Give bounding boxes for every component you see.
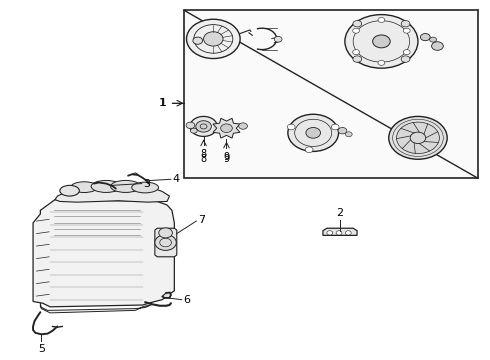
Text: 8: 8: [200, 149, 207, 159]
Circle shape: [345, 132, 352, 137]
Circle shape: [288, 114, 339, 152]
Circle shape: [345, 15, 418, 68]
Ellipse shape: [71, 182, 98, 193]
Circle shape: [430, 37, 437, 42]
Circle shape: [403, 28, 410, 33]
Polygon shape: [55, 186, 170, 202]
Circle shape: [338, 127, 347, 134]
Polygon shape: [323, 228, 357, 235]
Circle shape: [220, 124, 232, 132]
Text: 9: 9: [223, 154, 229, 163]
Circle shape: [306, 127, 320, 138]
Text: 1: 1: [159, 98, 166, 108]
Circle shape: [432, 42, 443, 50]
Text: 9: 9: [223, 152, 229, 162]
Ellipse shape: [132, 182, 159, 193]
Circle shape: [353, 28, 360, 33]
Polygon shape: [40, 303, 152, 313]
Polygon shape: [162, 293, 171, 298]
Text: 2: 2: [337, 208, 343, 218]
Circle shape: [327, 231, 333, 235]
Text: 5: 5: [38, 343, 45, 354]
Text: 7: 7: [198, 215, 205, 225]
Circle shape: [401, 56, 410, 62]
Circle shape: [378, 60, 385, 65]
Circle shape: [159, 228, 172, 238]
Circle shape: [239, 123, 247, 129]
Circle shape: [274, 36, 282, 42]
Bar: [184, 10, 478, 178]
Circle shape: [420, 33, 430, 41]
Circle shape: [396, 122, 440, 154]
Text: 6: 6: [184, 296, 191, 305]
Circle shape: [353, 21, 362, 27]
Polygon shape: [33, 200, 174, 307]
Circle shape: [196, 121, 211, 132]
Circle shape: [186, 122, 195, 129]
Circle shape: [190, 116, 217, 136]
Polygon shape: [213, 118, 240, 138]
Circle shape: [403, 50, 410, 55]
Circle shape: [378, 18, 385, 22]
Circle shape: [155, 235, 176, 250]
Circle shape: [305, 147, 313, 153]
Ellipse shape: [111, 180, 141, 193]
Circle shape: [187, 19, 240, 59]
Circle shape: [287, 124, 295, 130]
Circle shape: [191, 128, 197, 133]
Ellipse shape: [91, 180, 121, 193]
Circle shape: [401, 21, 410, 27]
Ellipse shape: [60, 185, 79, 196]
Text: 1: 1: [160, 98, 167, 108]
Circle shape: [203, 32, 223, 46]
Circle shape: [353, 50, 360, 55]
Circle shape: [331, 124, 339, 130]
Circle shape: [345, 231, 351, 235]
Circle shape: [389, 116, 447, 159]
Circle shape: [193, 37, 202, 44]
Circle shape: [373, 35, 390, 48]
Polygon shape: [155, 228, 177, 257]
Circle shape: [336, 231, 342, 235]
Text: 8: 8: [200, 154, 207, 163]
Text: 4: 4: [173, 174, 180, 184]
Text: 3: 3: [144, 179, 150, 189]
Circle shape: [353, 56, 362, 62]
